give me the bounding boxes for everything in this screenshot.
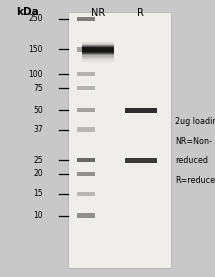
- Text: 250: 250: [29, 14, 43, 23]
- Text: 37: 37: [33, 125, 43, 134]
- Bar: [82, 50, 114, 54]
- Text: NR=Non-: NR=Non-: [175, 137, 212, 146]
- Bar: [77, 213, 95, 218]
- Text: 10: 10: [33, 211, 43, 220]
- Bar: [77, 108, 95, 112]
- Text: 100: 100: [29, 70, 43, 79]
- Bar: [77, 172, 95, 176]
- Bar: [77, 158, 95, 162]
- Text: R=reduced: R=reduced: [175, 176, 215, 184]
- Bar: [82, 47, 114, 52]
- Text: 150: 150: [29, 45, 43, 54]
- Bar: [125, 108, 157, 113]
- Bar: [77, 17, 95, 21]
- Bar: [68, 12, 171, 268]
- Text: 25: 25: [33, 156, 43, 165]
- Bar: [82, 51, 114, 55]
- Text: 50: 50: [33, 106, 43, 115]
- Bar: [82, 55, 114, 59]
- Bar: [82, 48, 114, 53]
- Text: 15: 15: [33, 189, 43, 198]
- Text: R: R: [137, 8, 144, 18]
- Text: kDa: kDa: [17, 7, 39, 17]
- Text: 20: 20: [33, 170, 43, 178]
- Bar: [82, 45, 114, 50]
- Bar: [82, 43, 114, 50]
- Text: 75: 75: [33, 84, 43, 93]
- Bar: [82, 42, 114, 49]
- Bar: [77, 192, 95, 196]
- Bar: [82, 47, 114, 52]
- Bar: [82, 53, 114, 57]
- Bar: [77, 127, 95, 132]
- Bar: [77, 72, 95, 76]
- Text: reduced: reduced: [175, 156, 208, 165]
- Text: 2ug loading: 2ug loading: [175, 117, 215, 126]
- Bar: [125, 158, 157, 163]
- Text: NR: NR: [91, 8, 105, 18]
- Bar: [77, 86, 95, 90]
- Bar: [77, 47, 95, 52]
- Bar: [82, 57, 114, 61]
